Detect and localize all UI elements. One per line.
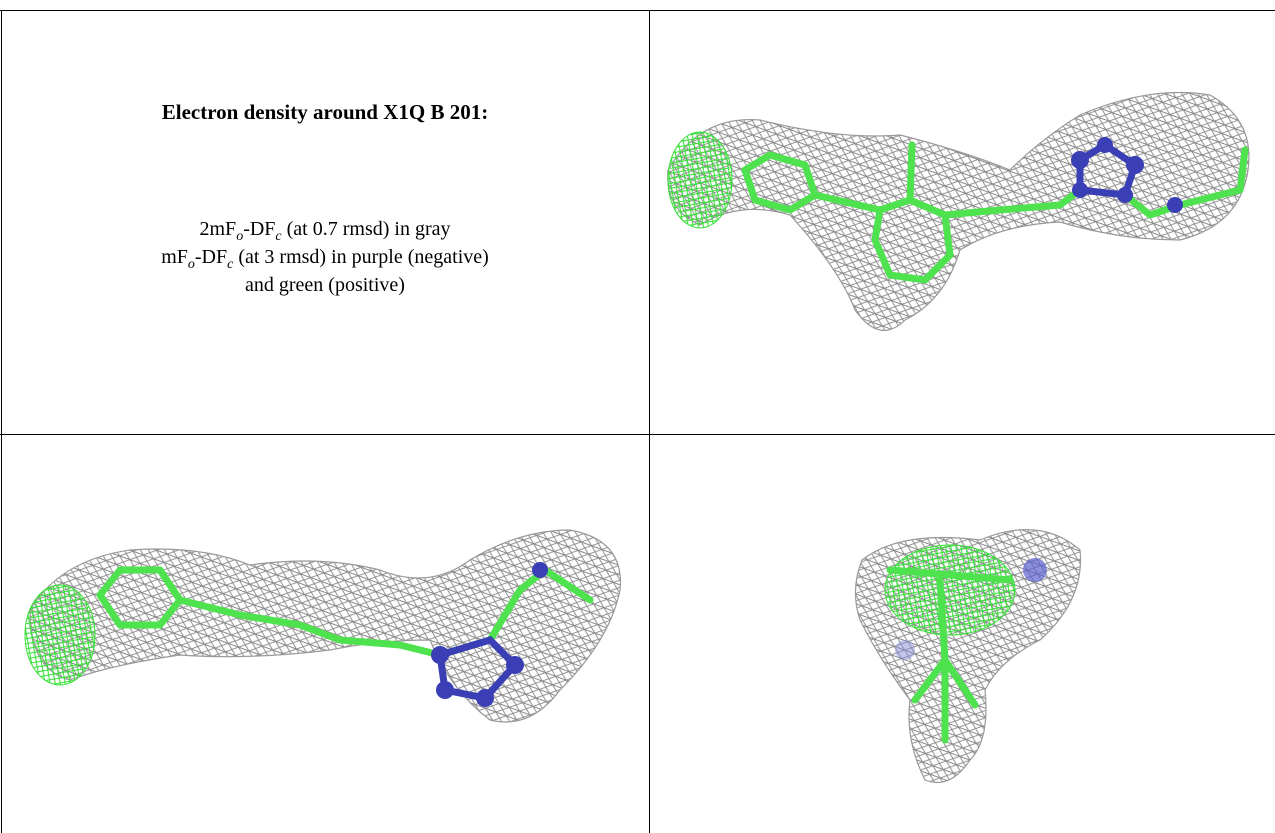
positive-density bbox=[885, 545, 1015, 635]
density-view-3 bbox=[855, 530, 1080, 783]
legend-line: mFo-DFc (at 3 rmsd) in purple (negative) bbox=[2, 243, 648, 271]
nitrogen-atom bbox=[895, 640, 915, 660]
legend-line: and green (positive) bbox=[2, 271, 648, 299]
density-view-1 bbox=[668, 93, 1249, 331]
density-view-2 bbox=[25, 530, 620, 722]
legend-line: 2mFo-DFc (at 0.7 rmsd) in gray bbox=[2, 215, 648, 243]
caption-cell: Electron density around X1Q B 201: 2mFo-… bbox=[2, 11, 648, 434]
legend-text: (at 3 rmsd) in purple (negative) bbox=[233, 246, 488, 268]
caption-title: Electron density around X1Q B 201: bbox=[2, 100, 648, 125]
positive-density bbox=[25, 585, 95, 685]
legend-text: 2mF bbox=[200, 218, 237, 240]
nitrogen-atom bbox=[1023, 558, 1047, 582]
legend-text: (at 0.7 rmsd) in gray bbox=[282, 218, 451, 240]
legend-text: -DF bbox=[195, 246, 227, 268]
legend-text: mF bbox=[161, 246, 188, 268]
positive-density bbox=[668, 132, 732, 228]
caption-legend: 2mFo-DFc (at 0.7 rmsd) in gray mFo-DFc (… bbox=[2, 215, 648, 299]
legend-text: -DF bbox=[243, 218, 275, 240]
subscript: o bbox=[188, 257, 195, 272]
page: Electron density around X1Q B 201: 2mFo-… bbox=[0, 0, 1275, 833]
